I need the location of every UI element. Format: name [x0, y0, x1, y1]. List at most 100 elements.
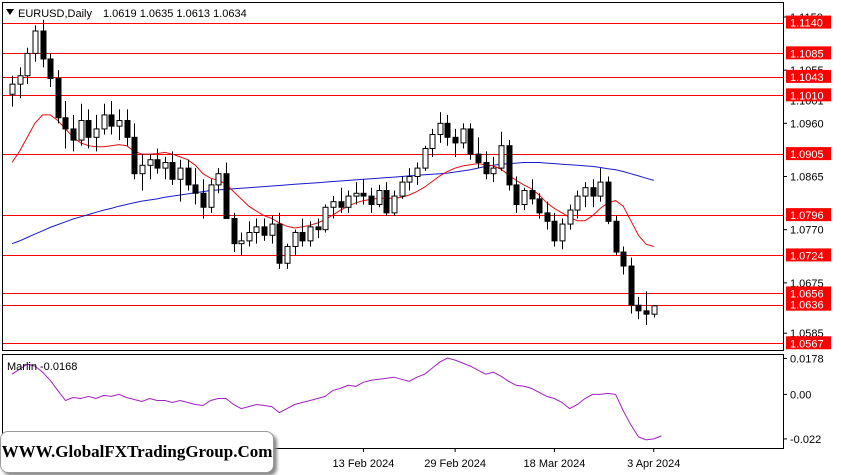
candle — [613, 215, 620, 255]
candle — [169, 151, 176, 185]
candle — [628, 257, 635, 314]
price-tick-label: 1.0865 — [790, 172, 824, 184]
candle-body — [315, 226, 322, 231]
candle-body — [559, 223, 566, 242]
candle-body — [231, 217, 238, 245]
candle-body — [17, 75, 24, 85]
candle-body — [605, 181, 612, 222]
indicator-panel-frame — [2, 354, 784, 449]
candle-body — [307, 226, 314, 242]
candle-body — [628, 265, 635, 306]
candle-body — [47, 58, 54, 80]
candle — [315, 218, 322, 239]
candle-body — [643, 310, 650, 315]
candle — [154, 148, 161, 174]
level-tag — [786, 46, 831, 60]
ohlc-values: 1.0619 1.0635 1.0613 1.0634 — [103, 8, 247, 20]
candle — [551, 212, 558, 247]
level-tag — [786, 88, 831, 102]
candle — [162, 156, 169, 180]
candle — [498, 131, 505, 171]
time-tick-label: 3 Apr 2024 — [627, 458, 680, 470]
watermark-text: WWW.GlobalFXTradingGroup.Com — [1, 442, 273, 461]
time-tick-label: 29 Feb 2024 — [424, 458, 486, 470]
candle — [223, 162, 230, 219]
level-tag-label: 1.0905 — [790, 149, 824, 161]
oscillator-tick-label: -0.022 — [790, 434, 821, 446]
candle — [345, 190, 352, 213]
candle — [490, 156, 497, 183]
candle — [70, 114, 77, 152]
candle — [353, 182, 360, 205]
candle — [422, 145, 429, 171]
candle — [215, 168, 222, 194]
collapse-arrow-icon[interactable] — [6, 9, 14, 15]
candle-body — [147, 159, 154, 166]
level-tag-label: 1.1010 — [790, 90, 824, 102]
level-lines — [3, 23, 783, 344]
candle — [299, 218, 306, 247]
candle — [513, 176, 520, 213]
level-tag-label: 1.1085 — [790, 48, 824, 60]
candle-body — [536, 198, 543, 214]
price-tick-label: 1.0960 — [790, 118, 824, 130]
moving-averages — [11, 114, 654, 247]
candle — [238, 232, 245, 255]
candle-body — [360, 192, 367, 197]
candle-body — [651, 305, 658, 315]
candle-body — [483, 162, 490, 175]
candles — [9, 19, 658, 325]
candle-body — [437, 122, 444, 136]
candle — [131, 123, 138, 180]
candle-body — [414, 167, 421, 178]
candle — [330, 196, 337, 219]
time-axis: 13 Feb 2024 29 Feb 2024 18 Mar 2024 3 Apr 2… — [333, 448, 680, 470]
candle-body — [139, 164, 146, 175]
level-tag — [786, 147, 831, 161]
candle-body — [292, 231, 299, 247]
candle — [200, 179, 207, 219]
candle — [383, 182, 390, 216]
candle — [55, 70, 62, 124]
candle-body — [399, 181, 406, 197]
level-tag-label: 1.0724 — [790, 250, 824, 262]
candle — [108, 100, 115, 135]
candle — [85, 109, 92, 149]
level-tag — [786, 208, 831, 222]
marlin-oscillator-line — [11, 357, 662, 441]
indicator-label: Marlin -0.0168 — [7, 361, 77, 373]
candle — [292, 229, 299, 255]
candle-body — [131, 136, 138, 175]
level-tag-label: 1.0796 — [790, 210, 824, 222]
level-tag-label: 1.0656 — [790, 288, 824, 300]
candle-body — [345, 195, 352, 208]
candle-body — [269, 223, 276, 236]
candle-body — [32, 30, 39, 54]
candle-body — [192, 184, 199, 194]
candle-body — [613, 220, 620, 253]
candle-body — [330, 201, 337, 208]
level-tag — [786, 336, 831, 350]
candle — [582, 182, 589, 208]
candle-body — [93, 128, 100, 138]
candle — [651, 305, 658, 318]
candle-body — [185, 167, 192, 186]
price-axis: 1.11501.10551.09601.08651.07701.06751.05… — [783, 12, 831, 350]
candle — [78, 103, 85, 146]
candle-body — [284, 245, 291, 264]
candle — [338, 187, 345, 213]
candle — [567, 204, 574, 230]
candle — [124, 109, 131, 146]
candle-body — [368, 195, 375, 205]
candle — [208, 179, 215, 213]
candle — [529, 179, 536, 205]
candle-body — [444, 122, 451, 138]
candle-body — [521, 189, 528, 205]
candle-body — [200, 192, 207, 208]
candle-body — [70, 128, 77, 141]
time-tick-label: 13 Feb 2024 — [333, 458, 395, 470]
candle — [406, 168, 413, 191]
fast-moving-average-line — [11, 114, 654, 247]
level-tag-label: 1.1140 — [790, 18, 823, 30]
